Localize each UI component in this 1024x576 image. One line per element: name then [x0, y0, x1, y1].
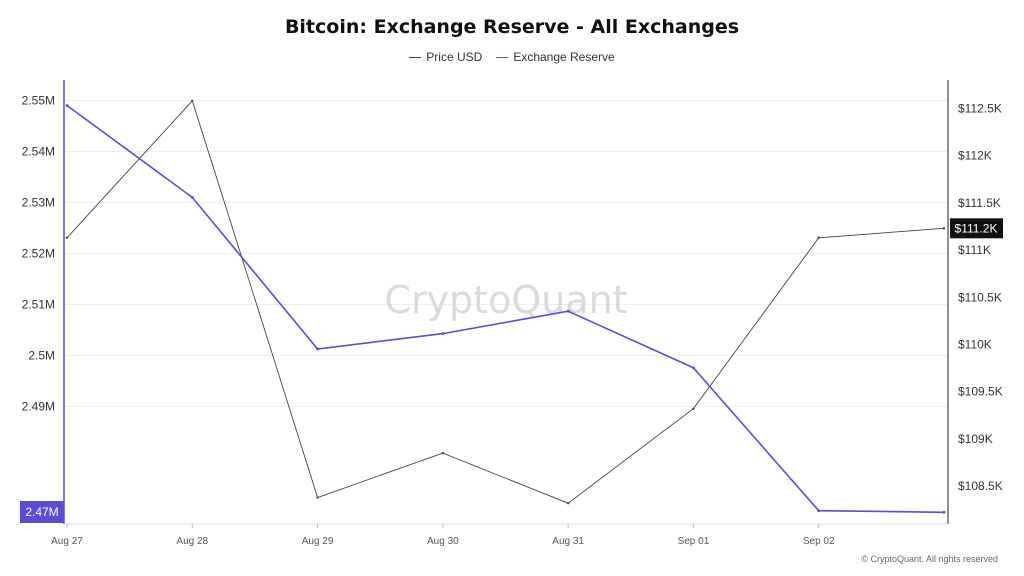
series-points: [65, 99, 946, 514]
gridlines: [64, 99, 948, 408]
left-tick-label: 2.5M: [28, 349, 55, 363]
legend-swatch-reserve: [496, 56, 509, 58]
right-tick-label: $110.5K: [958, 290, 1002, 304]
x-tick-label: Sep 01: [678, 536, 710, 547]
left-tick-label: 2.54M: [22, 144, 55, 158]
right-tick-label: $112K: [958, 149, 992, 163]
x-tick-label: Aug 28: [176, 536, 208, 547]
right-tick-label: $110K: [958, 338, 992, 352]
current-reserve-label: 2.47M: [20, 501, 64, 523]
watermark: CryptoQuant: [384, 278, 627, 322]
current-price-text: $111.2K: [955, 221, 998, 235]
reserve-point: [65, 104, 69, 107]
copyright-footer: © CryptoQuant. All rights reserved: [861, 554, 998, 564]
reserve-point: [566, 309, 570, 313]
price-point: [942, 227, 946, 230]
series-line-reserve[interactable]: [66, 104, 945, 514]
legend-label-reserve: Exchange Reserve: [513, 50, 615, 64]
x-tick-label: Aug 29: [302, 536, 334, 547]
price-point: [191, 99, 194, 102]
price-point: [316, 496, 319, 499]
series-line-price[interactable]: [66, 99, 945, 504]
x-tick-label: Aug 30: [427, 536, 459, 547]
legend-item-reserve[interactable]: Exchange Reserve: [496, 50, 615, 64]
price-point: [692, 407, 695, 410]
legend: Price USD Exchange Reserve: [0, 50, 1024, 64]
right-tick-label: $111K: [958, 243, 991, 257]
right-tick-label: $109.5K: [958, 385, 1003, 399]
chart-title: Bitcoin: Exchange Reserve - All Exchange…: [284, 16, 740, 38]
price-point: [65, 236, 69, 239]
reserve-point: [817, 509, 821, 513]
reserve-point: [316, 347, 319, 351]
price-point: [566, 502, 570, 505]
current-price-badge: [950, 218, 1003, 239]
reserve-point: [692, 366, 695, 370]
x-axis-ticks: Aug 27 Aug 28 Aug 29 Aug 30 Aug 31 Sep 01 Sep …: [51, 524, 835, 547]
legend-swatch-price: [409, 56, 422, 58]
current-price-label: $111.2K: [950, 218, 1003, 239]
left-tick-label: 2.55M: [22, 93, 55, 107]
price-point: [441, 451, 445, 455]
x-tick-label: Aug 27: [51, 536, 83, 547]
right-axis-ticks: $112.5K $112K $111.5K $111K $110.5K $110K $109…: [958, 101, 1003, 493]
left-axis-ticks: 2.55M 2.54M 2.53M 2.52M 2.51M 2.5M 2.49M: [22, 93, 55, 413]
reserve-point: [441, 332, 445, 336]
current-reserve-text: 2.47M: [25, 505, 58, 519]
reserve-point: [942, 510, 946, 514]
right-tick-label: $108.5K: [958, 479, 1003, 493]
left-tick-label: 2.53M: [22, 195, 55, 209]
right-tick-label: $109K: [958, 432, 993, 446]
current-reserve-badge: [20, 501, 64, 523]
price-point: [817, 236, 820, 239]
x-tick-label: Sep 02: [803, 536, 835, 547]
left-tick-label: 2.52M: [22, 247, 55, 261]
legend-label-price: Price USD: [426, 50, 483, 64]
right-tick-label: $112.5K: [958, 101, 1002, 115]
reserve-point: [190, 195, 194, 199]
right-tick-label: $111.5K: [958, 196, 1001, 210]
left-tick-label: 2.51M: [22, 298, 55, 312]
x-tick-label: Aug 31: [552, 536, 584, 547]
legend-item-price[interactable]: Price USD: [409, 50, 482, 64]
left-tick-label: 2.49M: [22, 400, 55, 414]
